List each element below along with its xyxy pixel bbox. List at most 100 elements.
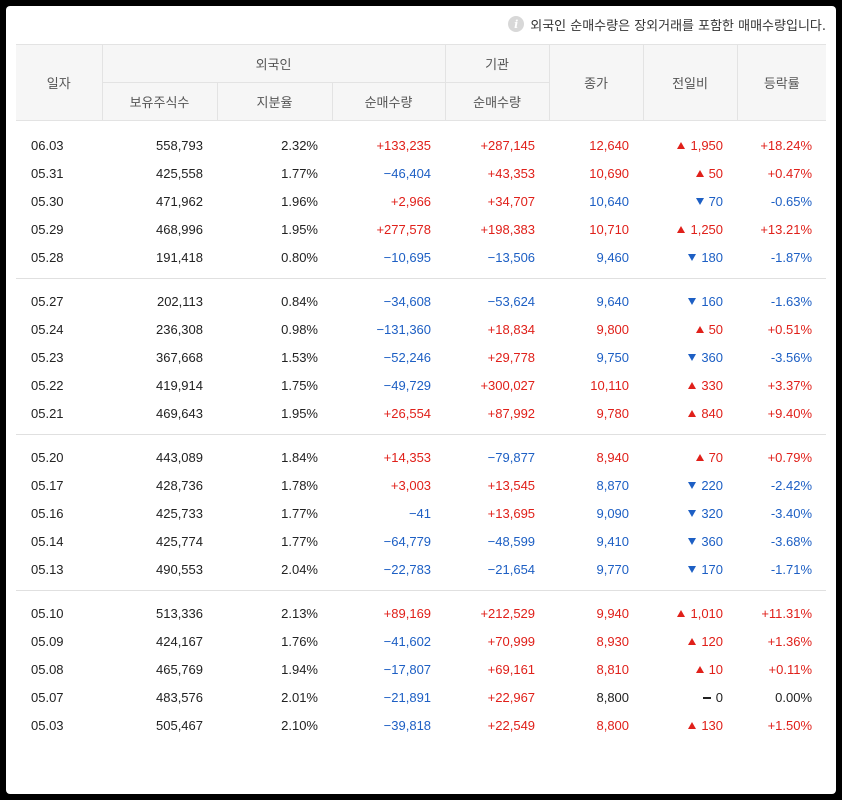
header-share: 지분율 bbox=[216, 82, 333, 121]
foreign-net-cell: −41,602 bbox=[383, 633, 432, 649]
table-row: 05.17 428,736 1.78% +3,003 +13,545 8,870 220 -2… bbox=[16, 471, 826, 499]
close-cell: 10,690 bbox=[589, 165, 630, 181]
holdings-cell: 191,418 bbox=[156, 249, 203, 265]
change-cell: 0 bbox=[643, 683, 737, 711]
change-value: 50 bbox=[708, 321, 724, 337]
inst-net-cell: +287,145 bbox=[480, 137, 536, 153]
change-value: 360 bbox=[701, 349, 724, 365]
holdings-cell: 419,914 bbox=[156, 377, 203, 393]
inst-net-cell: +69,161 bbox=[487, 661, 536, 677]
holdings-cell: 471,962 bbox=[156, 193, 203, 209]
change-cell: 10 bbox=[643, 655, 737, 683]
notice-text: 외국인 순매수량은 장외거래를 포함한 매매수량입니다. bbox=[530, 18, 826, 34]
rate-cell: 0.00% bbox=[775, 689, 813, 705]
foreign-net-cell: +2,966 bbox=[390, 193, 432, 209]
rate-cell: +0.47% bbox=[767, 165, 813, 181]
change-cell: 170 bbox=[643, 555, 737, 583]
close-cell: 9,410 bbox=[596, 533, 630, 549]
foreign-net-cell: −64,779 bbox=[383, 533, 432, 549]
foreign-net-cell: −39,818 bbox=[383, 717, 432, 733]
foreign-net-cell: +277,578 bbox=[376, 221, 432, 237]
close-cell: 9,090 bbox=[596, 505, 630, 521]
arrow-up-icon bbox=[695, 665, 704, 673]
close-cell: 9,940 bbox=[596, 605, 630, 621]
close-cell: 9,750 bbox=[596, 349, 630, 365]
date-cell: 05.17 bbox=[31, 477, 64, 493]
share-cell: 2.32% bbox=[281, 137, 318, 153]
close-cell: 8,810 bbox=[596, 661, 630, 677]
notice-line: i 외국인 순매수량은 장외거래를 포함한 매매수량입니다. bbox=[508, 14, 826, 34]
inst-net-cell: +18,834 bbox=[487, 321, 536, 337]
change-cell: 840 bbox=[643, 399, 737, 427]
date-cell: 05.28 bbox=[31, 249, 64, 265]
rate-cell: +13.21% bbox=[760, 221, 813, 237]
change-value: 70 bbox=[708, 193, 724, 209]
share-cell: 1.77% bbox=[281, 505, 318, 521]
share-cell: 1.84% bbox=[281, 449, 318, 465]
table-row: 05.03 505,467 2.10% −39,818 +22,549 8,800 130 +… bbox=[16, 711, 826, 739]
change-cell: 130 bbox=[643, 711, 737, 739]
inst-net-cell: +198,383 bbox=[480, 221, 536, 237]
change-cell: 50 bbox=[643, 159, 737, 187]
arrow-down-icon bbox=[688, 537, 697, 545]
table-row: 05.22 419,914 1.75% −49,729 +300,027 10,110 33… bbox=[16, 371, 826, 399]
arrow-up-icon bbox=[677, 609, 686, 617]
date-cell: 05.27 bbox=[31, 293, 64, 309]
rate-cell: -3.68% bbox=[770, 533, 813, 549]
header-date: 일자 bbox=[16, 44, 103, 121]
foreign-net-cell: −22,783 bbox=[383, 561, 432, 577]
share-cell: 1.95% bbox=[281, 221, 318, 237]
date-cell: 05.30 bbox=[31, 193, 64, 209]
foreign-net-cell: −46,404 bbox=[383, 165, 432, 181]
change-value: 1,010 bbox=[690, 605, 724, 621]
rate-cell: +0.79% bbox=[767, 449, 813, 465]
arrow-up-icon bbox=[677, 141, 686, 149]
table-row: 05.10 513,336 2.13% +89,169 +212,529 9,940 1,0… bbox=[16, 599, 826, 627]
close-cell: 8,800 bbox=[596, 717, 630, 733]
change-cell: 160 bbox=[643, 287, 737, 315]
inst-net-cell: +22,967 bbox=[487, 689, 536, 705]
rate-cell: +0.51% bbox=[767, 321, 813, 337]
header-holdings: 보유주식수 bbox=[101, 82, 218, 121]
holdings-cell: 558,793 bbox=[156, 137, 203, 153]
trading-panel: i 외국인 순매수량은 장외거래를 포함한 매매수량입니다. 일자 외국인 기관… bbox=[6, 6, 836, 794]
inst-net-cell: −13,506 bbox=[487, 249, 536, 265]
change-cell: 180 bbox=[643, 243, 737, 271]
header-foreign: 외국인 bbox=[101, 44, 446, 83]
change-value: 330 bbox=[701, 377, 724, 393]
date-cell: 05.09 bbox=[31, 633, 64, 649]
share-cell: 0.84% bbox=[281, 293, 318, 309]
inst-net-cell: +22,549 bbox=[487, 717, 536, 733]
date-cell: 05.23 bbox=[31, 349, 64, 365]
change-cell: 320 bbox=[643, 499, 737, 527]
inst-net-cell: +13,695 bbox=[487, 505, 536, 521]
table-row: 05.24 236,308 0.98% −131,360 +18,834 9,800 50 +… bbox=[16, 315, 826, 343]
header-inst-net: 순매수량 bbox=[444, 82, 550, 121]
inst-net-cell: +43,353 bbox=[487, 165, 536, 181]
arrow-down-icon bbox=[688, 509, 697, 517]
change-cell: 330 bbox=[643, 371, 737, 399]
foreign-net-cell: −17,807 bbox=[383, 661, 432, 677]
share-cell: 1.77% bbox=[281, 533, 318, 549]
arrow-up-icon bbox=[688, 381, 697, 389]
header-change: 전일비 bbox=[642, 44, 738, 121]
investor-trading-table: 일자 외국인 기관 종가 전일비 등락률 보유주식수 지분율 순매수량 순매수량… bbox=[16, 44, 827, 739]
close-cell: 8,870 bbox=[596, 477, 630, 493]
inst-net-cell: −21,654 bbox=[487, 561, 536, 577]
rate-cell: -3.40% bbox=[770, 505, 813, 521]
date-cell: 05.03 bbox=[31, 717, 64, 733]
date-cell: 05.29 bbox=[31, 221, 64, 237]
holdings-cell: 513,336 bbox=[156, 605, 203, 621]
arrow-up-icon bbox=[677, 225, 686, 233]
change-cell: 50 bbox=[643, 315, 737, 343]
share-cell: 1.77% bbox=[281, 165, 318, 181]
change-value: 320 bbox=[701, 505, 724, 521]
change-cell: 220 bbox=[643, 471, 737, 499]
inst-net-cell: +87,992 bbox=[487, 405, 536, 421]
date-cell: 05.20 bbox=[31, 449, 64, 465]
share-cell: 0.80% bbox=[281, 249, 318, 265]
foreign-net-cell: −131,360 bbox=[376, 321, 432, 337]
foreign-net-cell: −21,891 bbox=[383, 689, 432, 705]
change-value: 10 bbox=[708, 661, 724, 677]
header-close: 종가 bbox=[548, 44, 644, 121]
